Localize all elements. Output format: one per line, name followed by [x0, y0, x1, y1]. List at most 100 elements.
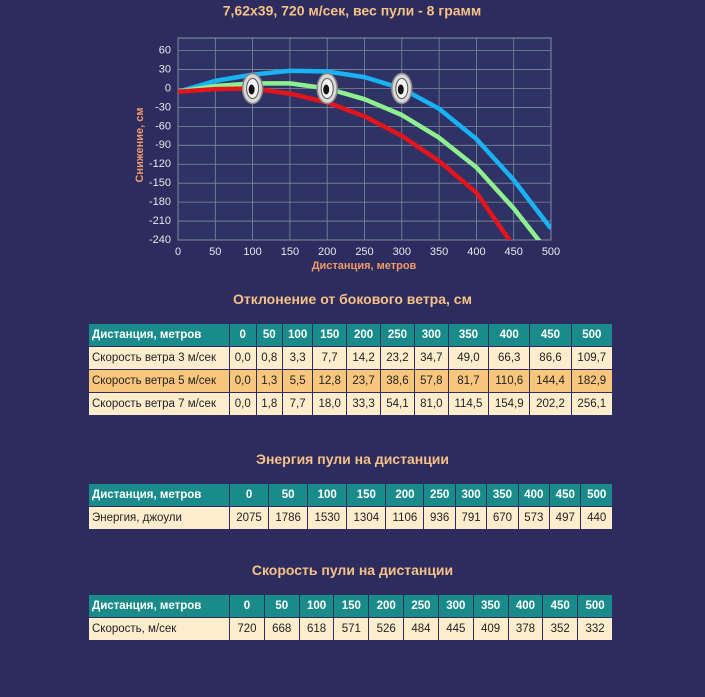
- header-cell: Дистанция, метров: [88, 323, 230, 347]
- header-cell: 50: [268, 483, 309, 507]
- table-cell: 352: [542, 617, 579, 641]
- table-cell: 109,7: [570, 346, 614, 370]
- zero-target: [391, 72, 413, 105]
- header-cell: 350: [486, 483, 519, 507]
- header-cell: 300: [413, 323, 449, 347]
- table-cell: 573: [517, 506, 551, 530]
- table-cell: 66,3: [488, 346, 531, 370]
- header-cell: 400: [488, 323, 531, 347]
- table-cell: 5,5: [282, 369, 314, 393]
- header-cell: 100: [282, 323, 314, 347]
- table-cell: 378: [507, 617, 544, 641]
- header-cell: 450: [542, 594, 579, 618]
- y-tick-label: -120: [149, 158, 171, 170]
- table-cell: 2075: [228, 506, 270, 530]
- y-tick-label: -240: [149, 234, 171, 246]
- header-cell: 50: [255, 323, 284, 347]
- header-cell: 500: [577, 594, 613, 618]
- table-cell: 409: [472, 617, 509, 641]
- y-axis-label: Снижение, см: [134, 107, 146, 182]
- header-cell: 450: [549, 483, 582, 507]
- table-cell: 34,7: [413, 346, 449, 370]
- y-tick-label: -90: [155, 139, 171, 151]
- table-cell: 668: [263, 617, 300, 641]
- speed-table: Дистанция, метров 0 50 100 150 200 250 300 350 40…: [88, 594, 613, 641]
- zero-target: [316, 72, 338, 105]
- table-cell: 1,8: [255, 392, 284, 416]
- header-cell: 200: [346, 323, 382, 347]
- table-cell: 1304: [346, 506, 387, 530]
- y-tick-label: -60: [155, 120, 171, 132]
- x-tick-label: 100: [243, 246, 261, 258]
- x-tick-label: 150: [281, 246, 299, 258]
- header-row: Дистанция, метров 0 50 100 150 200 250 300 350 40…: [88, 594, 613, 618]
- table-row: Скорость ветра 7 м/сек 0,0 1,8 7,7 18,0 33,3 5…: [88, 392, 614, 416]
- table-cell: 57,8: [413, 369, 449, 393]
- header-cell: 50: [263, 594, 300, 618]
- table-cell: 445: [437, 617, 474, 641]
- table-cell: Скорость ветра 7 м/сек: [88, 392, 230, 416]
- table-row: Скорость ветра 3 м/сек 0,0 0,8 3,3 7,7 14,2 23…: [88, 346, 614, 370]
- chart-title: 7,62x39, 720 м/сек, вес пули - 8 грамм: [223, 3, 482, 19]
- table-cell: 1530: [307, 506, 348, 530]
- table-cell: Скорость, м/сек: [88, 617, 230, 641]
- header-cell: 100: [298, 594, 335, 618]
- x-tick-label: 0: [175, 246, 181, 258]
- header-cell: 300: [454, 483, 488, 507]
- y-tick-label: -150: [149, 177, 171, 189]
- x-tick-label: 400: [467, 246, 485, 258]
- table-cell: Скорость ветра 3 м/сек: [88, 346, 230, 370]
- table-cell: 0,0: [229, 369, 257, 393]
- table-cell: 114,5: [447, 392, 490, 416]
- table-cell: 12,8: [312, 369, 348, 393]
- header-cell: 250: [423, 483, 456, 507]
- target-center: [397, 84, 404, 95]
- table-cell: 86,6: [529, 346, 572, 370]
- y-tick-label: 60: [159, 45, 171, 57]
- header-cell: 200: [368, 594, 405, 618]
- table-cell: 0,8: [255, 346, 284, 370]
- header-cell: 150: [312, 323, 348, 347]
- table-cell: 7,7: [312, 346, 348, 370]
- zero-target: [241, 72, 264, 105]
- y-tick-label: -30: [155, 101, 171, 113]
- table-row: Скорость ветра 5 м/сек 0,0 1,3 5,5 12,8 23,7 3…: [88, 369, 614, 393]
- table-cell: 720: [229, 617, 265, 641]
- table-cell: 791: [454, 506, 488, 530]
- target-center: [323, 84, 330, 95]
- header-cell: 0: [228, 483, 270, 507]
- trajectory-line: [178, 81, 542, 240]
- wind-title: Отклонение от бокового ветра, см: [233, 291, 472, 307]
- table-cell: 256,1: [570, 392, 614, 416]
- header-cell: 0: [229, 594, 265, 618]
- table-cell: 33,3: [346, 392, 382, 416]
- x-tick-label: 350: [430, 246, 448, 258]
- header-cell: Дистанция, метров: [88, 594, 230, 618]
- table-cell: Энергия, джоули: [88, 506, 230, 530]
- table-row: Скорость, м/сек 720 668 618 571 526 484 445 409 3…: [88, 617, 613, 641]
- x-tick-label: 500: [542, 246, 560, 258]
- table-cell: 14,2: [346, 346, 382, 370]
- table-cell: 7,7: [282, 392, 314, 416]
- energy-table: Дистанция, метров 0 50 100 150 200 250 300 350 40…: [88, 483, 613, 530]
- table-cell: 618: [298, 617, 335, 641]
- header-cell: 300: [437, 594, 474, 618]
- table-cell: 1786: [268, 506, 309, 530]
- header-cell: 400: [517, 483, 551, 507]
- table-cell: 440: [580, 506, 613, 530]
- chart: 7,62x39, 720 м/сек, вес пули - 8 грамм Д…: [134, 3, 560, 272]
- table-cell: 526: [368, 617, 405, 641]
- header-cell: 500: [580, 483, 613, 507]
- header-cell: 350: [447, 323, 490, 347]
- table-cell: 182,9: [570, 369, 614, 393]
- target-center: [248, 84, 255, 95]
- header-cell: Дистанция, метров: [88, 483, 230, 507]
- table-cell: 49,0: [447, 346, 490, 370]
- table-cell: 1,3: [255, 369, 284, 393]
- table-cell: 3,3: [282, 346, 314, 370]
- table-cell: 23,7: [346, 369, 382, 393]
- table-cell: 484: [403, 617, 439, 641]
- table-cell: 23,2: [380, 346, 415, 370]
- y-tick-label: -210: [149, 215, 171, 227]
- x-tick-label: 300: [393, 246, 411, 258]
